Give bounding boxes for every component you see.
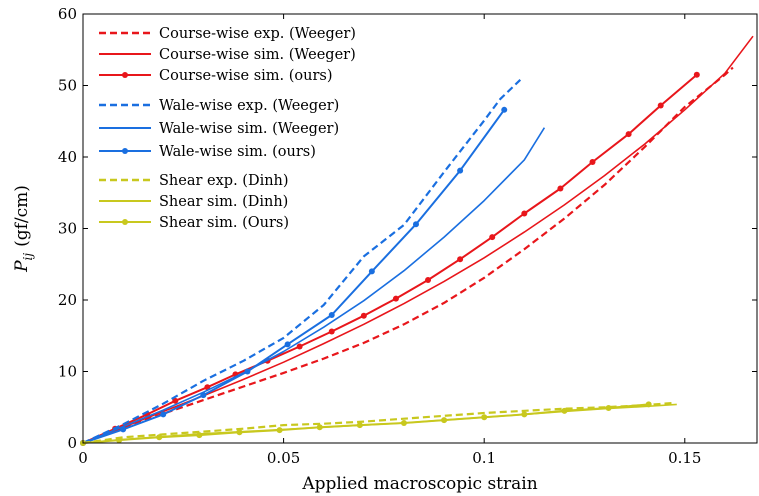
legend-item: Wale-wise sim. (Weeger) [99, 121, 339, 137]
data-point [284, 341, 291, 348]
axis-ticks [82, 13, 757, 444]
data-point [328, 328, 335, 335]
data-point [589, 159, 596, 166]
axis-tick-labels: 0 0.05 0.1 0.15 0 10 20 30 40 50 60 [58, 5, 702, 467]
data-point [276, 427, 283, 434]
series-0 [82, 66, 734, 445]
data-point [316, 424, 323, 431]
x-tick-label: 0.05 [267, 449, 300, 467]
data-point [489, 234, 496, 241]
series-4 [82, 127, 546, 444]
data-point [392, 295, 399, 302]
legend-label: Shear sim. (Dinh) [159, 194, 288, 210]
legend-item: Wale-wise exp. (Weeger) [99, 98, 339, 114]
series-line [82, 127, 546, 444]
legend-label: Wale-wise exp. (Weeger) [159, 98, 339, 114]
x-axis-title: Applied macroscopic strain [301, 474, 537, 494]
legend-marker [122, 148, 128, 154]
x-tick-label: 0.15 [668, 449, 701, 467]
legend-label: Wale-wise sim. (ours) [159, 144, 316, 160]
series-line [82, 401, 673, 445]
y-axis-title-subscript: ij [21, 253, 35, 261]
data-point [561, 407, 568, 414]
data-point [296, 343, 303, 350]
y-tick-label: 30 [58, 220, 77, 238]
data-point [400, 419, 407, 426]
data-point [425, 276, 432, 283]
data-point [645, 401, 652, 408]
legend-label: Shear sim. (Ours) [159, 215, 289, 231]
y-tick-label: 0 [67, 434, 77, 452]
data-point [521, 210, 528, 217]
legend: Course-wise exp. (Weeger) Course-wise sim… [99, 26, 356, 231]
y-tick-label: 20 [58, 291, 77, 309]
data-point [360, 312, 367, 319]
data-point [236, 429, 243, 436]
data-point [693, 71, 700, 78]
data-point [200, 392, 207, 399]
data-point [557, 185, 564, 192]
data-point [328, 312, 335, 319]
y-tick-label: 10 [58, 363, 77, 381]
data-point [120, 426, 127, 433]
y-tick-label: 40 [58, 148, 77, 166]
data-point [481, 414, 488, 421]
plot-series [80, 35, 754, 446]
data-point [605, 404, 612, 411]
legend-marker [122, 219, 128, 225]
data-point [196, 432, 203, 439]
legend-item: Shear sim. (Dinh) [99, 194, 288, 210]
legend-item: Shear exp. (Dinh) [99, 173, 289, 189]
data-point [172, 397, 179, 404]
data-point [657, 102, 664, 109]
legend-item: Course-wise sim. (ours) [99, 68, 333, 84]
legend-label: Course-wise sim. (ours) [159, 68, 333, 84]
data-point [412, 221, 419, 228]
y-axis-title-symbol: P [12, 260, 32, 273]
series-line [82, 79, 522, 444]
series-6 [82, 401, 673, 445]
legend-item: Shear sim. (Ours) [99, 215, 289, 231]
data-point [160, 411, 167, 418]
data-point [441, 417, 448, 424]
legend-label: Course-wise exp. (Weeger) [159, 26, 356, 42]
legend-item: Course-wise sim. (Weeger) [99, 47, 356, 63]
legend-item: Wale-wise sim. (ours) [99, 144, 316, 160]
legend-label: Course-wise sim. (Weeger) [159, 47, 356, 63]
data-point [368, 268, 375, 275]
legend-marker [122, 72, 128, 78]
data-point [356, 422, 363, 429]
series-line [82, 74, 698, 444]
data-point [116, 437, 123, 444]
y-tick-label: 50 [58, 77, 77, 95]
series-line [82, 66, 734, 445]
data-point [457, 167, 464, 174]
series-8 [80, 401, 652, 446]
y-axis-title-unit: (gf/cm) [12, 185, 32, 247]
data-point [457, 256, 464, 263]
x-tick-label: 0.1 [472, 449, 496, 467]
legend-label: Wale-wise sim. (Weeger) [159, 121, 339, 137]
data-point [521, 411, 528, 418]
data-point [501, 106, 508, 113]
y-axis-title: Pij (gf/cm) [12, 185, 35, 273]
data-point [156, 434, 163, 441]
data-point [244, 368, 251, 375]
y-tick-label: 60 [58, 5, 77, 23]
x-tick-label: 0 [78, 449, 88, 467]
data-point [625, 131, 632, 138]
legend-item: Course-wise exp. (Weeger) [99, 26, 356, 42]
series-3 [82, 79, 522, 444]
legend-label: Shear exp. (Dinh) [159, 173, 289, 189]
